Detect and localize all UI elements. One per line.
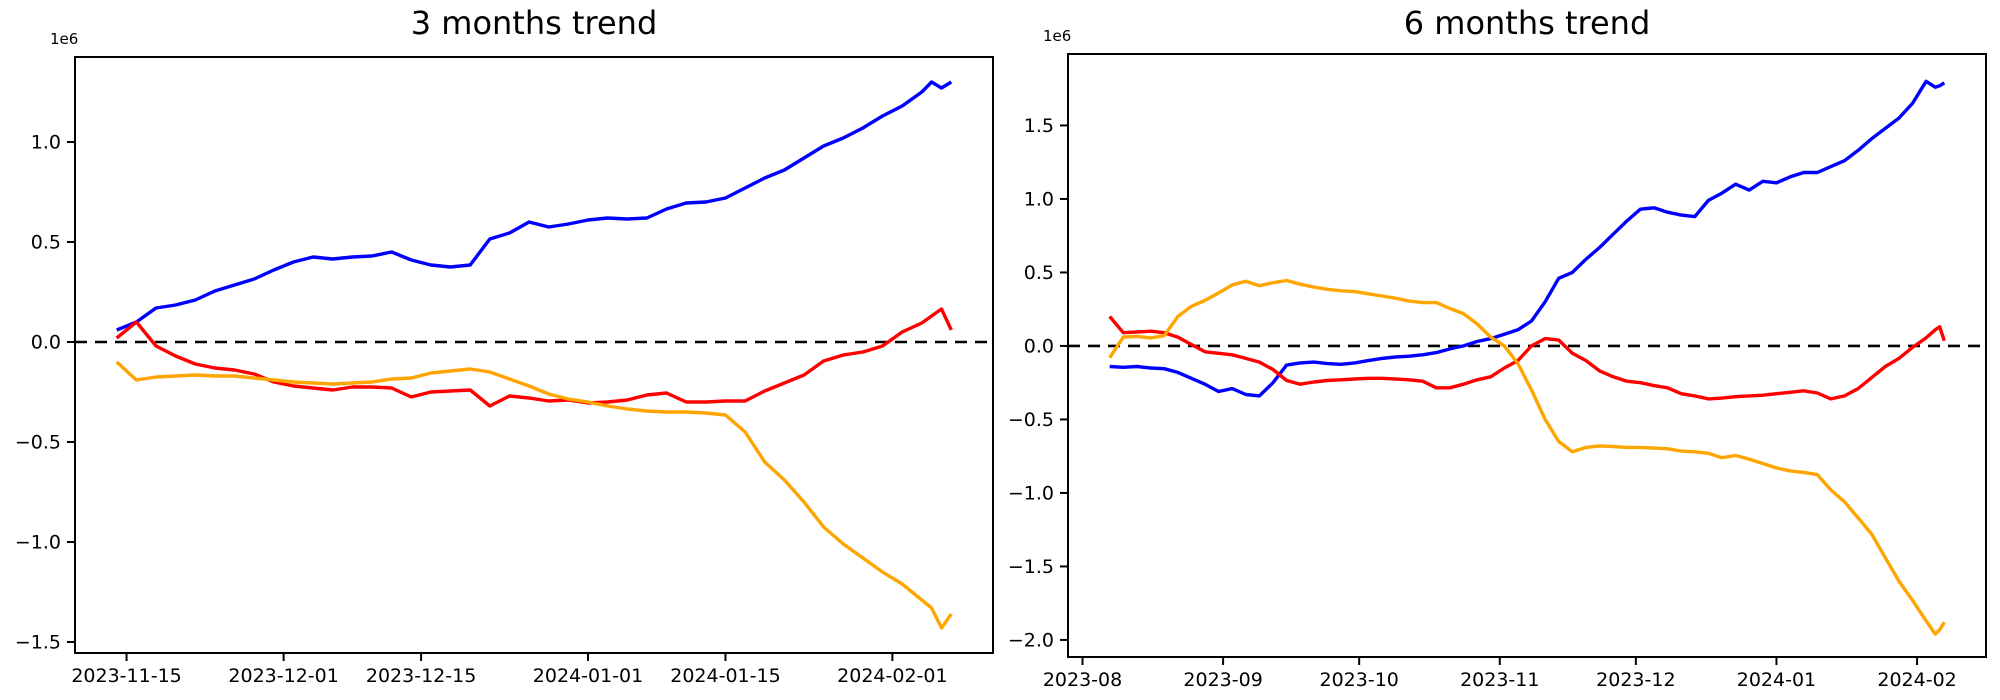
- x-tick-label: 2023-09: [1183, 669, 1262, 691]
- y-tick-label: −2.0: [1008, 629, 1054, 651]
- y-axis-offset-label: 1e6: [1043, 27, 1072, 45]
- x-tick-label: 2024-02-01: [837, 665, 947, 687]
- axes-frame: [74, 56, 994, 654]
- chart-6-months-canvas: −2.0 −1.5 −1.0 −0.5 0.0 0.5 1.0 1.5 2023-08 2023-…: [1008, 53, 1987, 691]
- red-line: [1108, 315, 1946, 401]
- chart-title: 6 months trend: [1403, 4, 1651, 42]
- x-tick-label: 2023-11-15: [71, 665, 181, 687]
- x-tick-label: 2024-01-15: [670, 665, 780, 687]
- y-tick-label: 0.5: [1024, 262, 1054, 284]
- y-tick-label: 1.0: [31, 132, 61, 154]
- y-axis-offset-label: 1e6: [50, 30, 79, 48]
- x-tick-label: 2024-02: [1877, 669, 1956, 691]
- red-line: [115, 307, 953, 408]
- x-tick-label: 2023-12-01: [228, 665, 338, 687]
- chart-3-months-trend: 3 months trend 1e6 −1.5 −1.0 −0.5 0.0 0.5 1.0…: [15, 4, 994, 687]
- y-tick-label: 0.0: [31, 332, 61, 354]
- orange-line: [1108, 278, 1946, 636]
- y-tick-label: 0.0: [1024, 335, 1054, 357]
- orange-line: [115, 360, 953, 630]
- chart-6-months-trend: 6 months trend 1e6 −2.0 −1.5 −1.0 −0.5 0.0 0.…: [1000, 0, 2000, 700]
- x-tick-label: 2023-10: [1319, 669, 1398, 691]
- y-tick-label: 1.0: [1024, 188, 1054, 210]
- y-tick-label: 1.5: [1024, 115, 1054, 137]
- x-tick-label: 2023-12: [1596, 669, 1675, 691]
- chart-title: 3 months trend: [410, 4, 658, 42]
- chart-3-months-canvas: −1.5 −1.0 −0.5 0.0 0.5 1.0 2023-11-15 2023-12-0…: [15, 56, 994, 687]
- x-tick-label: 2024-01: [1737, 669, 1816, 691]
- y-tick-label: −1.0: [15, 532, 61, 554]
- y-tick-label: 0.5: [31, 232, 61, 254]
- y-tick-label: −1.5: [1008, 556, 1054, 578]
- y-tick-label: −1.5: [15, 632, 61, 654]
- y-tick-label: −0.5: [1008, 409, 1054, 431]
- blue-line: [116, 80, 953, 332]
- blue-line: [1109, 79, 1946, 398]
- y-tick-label: −0.5: [15, 432, 61, 454]
- x-tick-label: 2023-08: [1043, 669, 1122, 691]
- y-tick-label: −1.0: [1008, 482, 1054, 504]
- x-tick-label: 2024-01-01: [533, 665, 643, 687]
- axes-frame: [1067, 53, 1987, 658]
- x-tick-label: 2023-11: [1460, 669, 1539, 691]
- x-tick-label: 2023-12-15: [366, 665, 476, 687]
